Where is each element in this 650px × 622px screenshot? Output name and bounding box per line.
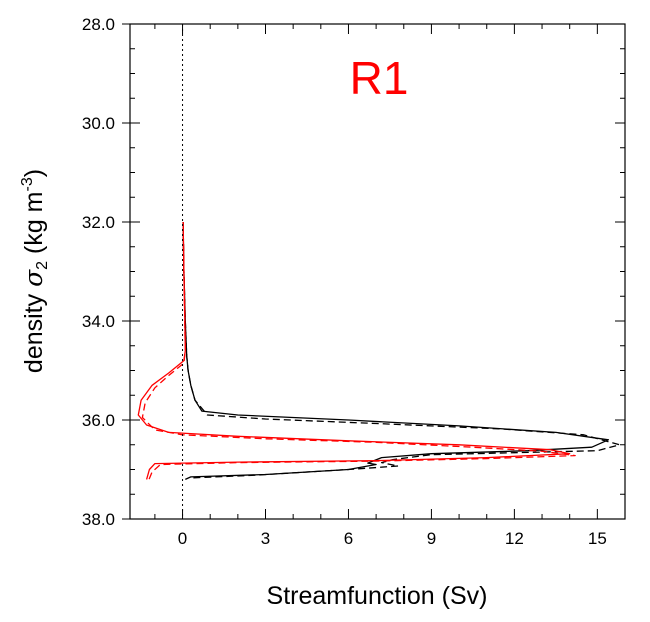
x-tick-label: 15: [588, 529, 607, 548]
y-axis-title-prefix: density: [20, 287, 48, 373]
x-tick-label: 6: [344, 529, 353, 548]
y-axis-title: density σ2 (kg m-3): [19, 169, 51, 373]
y-axis-title-unit-close: ): [20, 169, 48, 177]
y-tick-label: 34.0: [82, 312, 115, 331]
series-line-4: [141, 221, 576, 483]
y-axis-title-unit-open: (kg m: [20, 191, 48, 260]
series-layer: [137, 221, 621, 483]
x-axis-title: Streamfunction (Sv): [267, 582, 488, 610]
y-tick-label: 30.0: [82, 114, 115, 133]
chart-title: R1: [350, 52, 409, 104]
y-tick-label: 36.0: [82, 411, 115, 430]
y-axis-title-unit-exp: -3: [19, 177, 36, 191]
labels-layer: 0 3 6 9 12 15 28.0 30.0 32.0 34.0 36.0 38.0: [82, 15, 607, 548]
y-axis-title-subscript: 2: [34, 261, 51, 270]
x-tick-label: 12: [505, 529, 524, 548]
x-tick-label: 9: [427, 529, 436, 548]
x-tick-label: 0: [178, 529, 187, 548]
plot-frame: [129, 23, 626, 520]
y-axis-title-symbol: σ: [19, 269, 48, 287]
y-tick-label: 28.0: [82, 15, 115, 34]
y-tick-label: 32.0: [82, 213, 115, 232]
y-tick-label: 38.0: [82, 510, 115, 529]
x-tick-label: 3: [261, 529, 270, 548]
series-line-2: [182, 221, 621, 479]
ticks-layer: [122, 23, 626, 520]
